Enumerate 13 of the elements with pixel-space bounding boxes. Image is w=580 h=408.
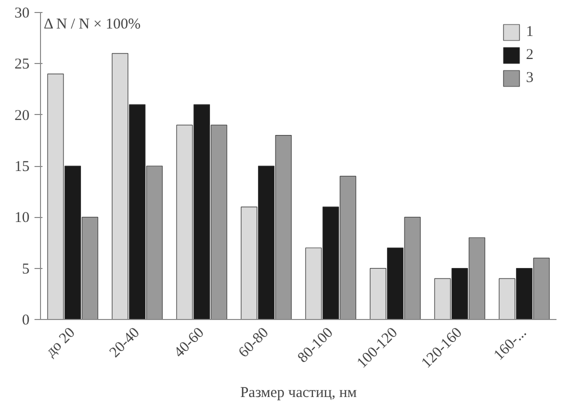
y-tick-label: 0: [22, 312, 30, 328]
y-axis-title: Δ N / N × 100%: [44, 16, 141, 32]
y-tick-label: 20: [14, 108, 30, 124]
y-tick-label: 25: [14, 56, 30, 73]
y-tick-label: 10: [14, 210, 30, 226]
legend-label: 3: [526, 70, 534, 86]
legend-label: 2: [526, 46, 534, 64]
x-tick-label: до 20: [43, 324, 78, 360]
x-axis-title: Размер частиц, нм: [240, 385, 358, 402]
legend-label: 1: [526, 24, 534, 40]
y-tick-label: 30: [14, 6, 30, 22]
y-tick-label: 15: [14, 159, 30, 175]
y-tick-label: 5: [22, 261, 30, 278]
